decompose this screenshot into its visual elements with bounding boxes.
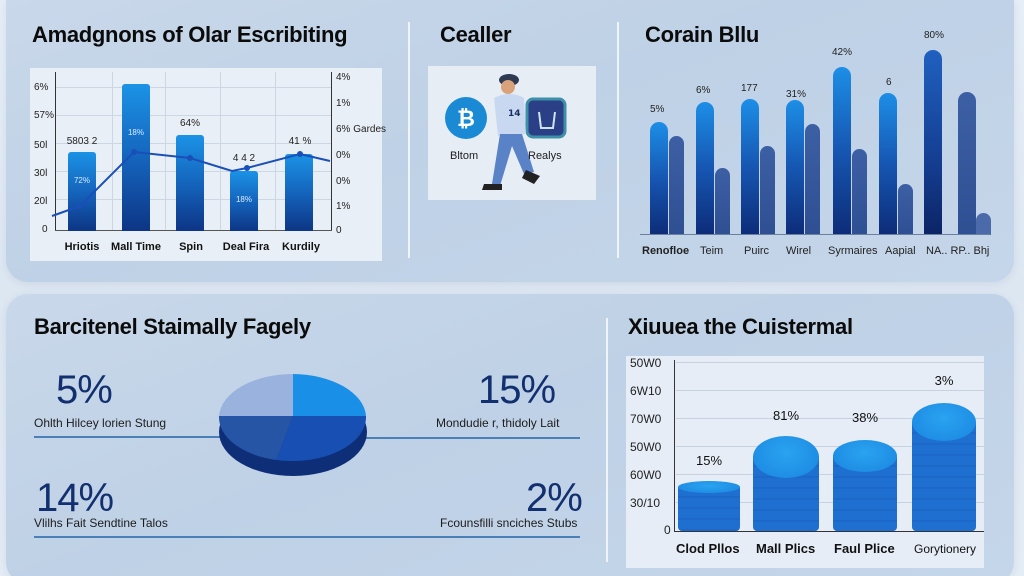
bar: 81%	[753, 408, 819, 531]
bar-label: 5803 2	[66, 136, 98, 147]
x-label: Gorytionery	[914, 542, 977, 556]
bar	[669, 136, 684, 235]
svg-text:14: 14	[508, 109, 521, 119]
stat-value: 14%	[36, 476, 114, 520]
bar	[898, 184, 913, 235]
bar	[879, 93, 897, 235]
y-tick-right: 1%	[336, 98, 351, 109]
chart5-title: Xiuuea the Cuistermal	[628, 314, 853, 339]
icon-label: Bltom	[450, 150, 479, 162]
bar-label: 177	[741, 83, 758, 94]
stat-label: Vlilhs Fait Sendtine Talos	[34, 516, 168, 530]
y-tick: 70W0	[630, 412, 662, 426]
y-tick: 30/10	[630, 496, 661, 510]
bar	[650, 122, 668, 235]
y-tick-right: 0%	[336, 176, 351, 187]
x-label: Teim	[700, 245, 724, 257]
combo-chart: 6% 57% 50l 30l 20l 0 4% 1% 6% Gardes 0% …	[30, 68, 386, 261]
bar-label: 64%	[179, 118, 200, 129]
x-label: Syrmaires	[828, 245, 878, 257]
x-label: Deal Fira	[222, 241, 270, 253]
bar-label: 31%	[786, 89, 807, 100]
svg-text:₿: ₿	[457, 107, 475, 132]
y-tick: 6W10	[630, 384, 662, 398]
chart1-title: Amadgnons of Olar Escribiting	[32, 22, 348, 47]
divider	[617, 22, 619, 258]
x-label: Faul Plice	[834, 541, 895, 556]
stat-label: Ohlth Hilcey lorien Stung	[34, 416, 167, 430]
y-tick: 30l	[34, 168, 48, 179]
stat-value: 15%	[478, 368, 556, 412]
bar	[976, 213, 991, 235]
divider	[408, 22, 410, 258]
bar	[741, 99, 759, 235]
bar: 15%	[678, 453, 740, 531]
bar: 3%	[912, 373, 976, 531]
y-tick: 50W0	[630, 440, 662, 454]
x-label: Clod Pllos	[676, 541, 740, 556]
stat-value: 5%	[56, 368, 113, 412]
x-label: Renofloe	[642, 245, 690, 257]
divider	[606, 318, 608, 562]
bar: 18%	[230, 171, 258, 231]
y-tick: 50W0	[630, 356, 662, 370]
x-label: Puirc	[744, 245, 770, 257]
bar-label: 4 4 2	[232, 153, 256, 164]
bar	[176, 135, 204, 231]
person-card: ₿ 14 Bltom Realys	[428, 66, 596, 200]
bar	[852, 149, 867, 235]
y-tick-right: 4%	[336, 72, 351, 83]
y-tick: 50l	[34, 140, 48, 151]
bar-label: 42%	[832, 47, 853, 58]
bar-label: 80%	[924, 30, 945, 41]
pie-chart	[218, 373, 367, 476]
bar	[805, 124, 820, 235]
y-tick: 0	[42, 224, 48, 235]
bar: 72%	[68, 152, 96, 231]
y-tick-right: 1%	[336, 201, 351, 212]
bar	[958, 92, 976, 235]
x-label: NA.. RP.. Bhj	[926, 245, 990, 257]
icon-label: Realys	[528, 150, 562, 162]
y-tick: 20l	[34, 196, 48, 207]
stat-label: Mondudie r, thidoly Lait	[436, 416, 560, 430]
card-title: Cealler	[440, 22, 512, 47]
bar: 38%	[833, 410, 897, 531]
bar-label: 6	[886, 77, 892, 88]
x-label: Mall Plics	[756, 541, 816, 556]
walking-person-illustration: ₿ 14	[445, 74, 567, 190]
y-tick: 60W0	[630, 468, 662, 482]
stats-title: Barcitenel Staimally Fagely	[34, 314, 311, 339]
y-tick-right: 0	[336, 225, 342, 236]
bar-label: 41 %	[288, 136, 312, 147]
bar	[715, 168, 730, 235]
bar	[696, 102, 714, 235]
chart3-title: Corain Bllu	[645, 22, 760, 47]
bar	[833, 67, 851, 235]
x-label: Wirel	[786, 245, 812, 257]
bar-label: 6%	[696, 85, 711, 96]
y-tick-right: 0%	[336, 150, 351, 161]
cylinder-bar-chart: 50W0 6W10 70W0 50W0 60W0 30/10 0 15% 81%…	[626, 356, 984, 568]
x-label: Mall Time	[111, 241, 161, 253]
stat-value: 2%	[526, 476, 583, 520]
bar-label: 5%	[650, 104, 665, 115]
line-series	[51, 149, 331, 217]
bar	[285, 154, 313, 231]
bar	[760, 146, 775, 235]
x-label: Kurdily	[282, 241, 320, 253]
y-tick-right: 6% Gardes	[336, 124, 387, 135]
y-tick: 0	[664, 523, 671, 537]
bar	[924, 50, 942, 235]
stat-label: Fcounsfilli snciches Stubs	[440, 516, 578, 530]
x-label: Hriotis	[64, 241, 100, 253]
y-tick: 6%	[34, 82, 49, 93]
bar: 18%	[122, 84, 150, 231]
y-tick: 57%	[34, 110, 55, 121]
bar	[786, 100, 804, 235]
x-label: Aapial	[885, 245, 916, 257]
x-label: Spin	[179, 241, 203, 253]
grouped-bar-chart: 5% 6% 177 31% 42% 6 80% Renofloe Teim Pu…	[640, 30, 1000, 265]
